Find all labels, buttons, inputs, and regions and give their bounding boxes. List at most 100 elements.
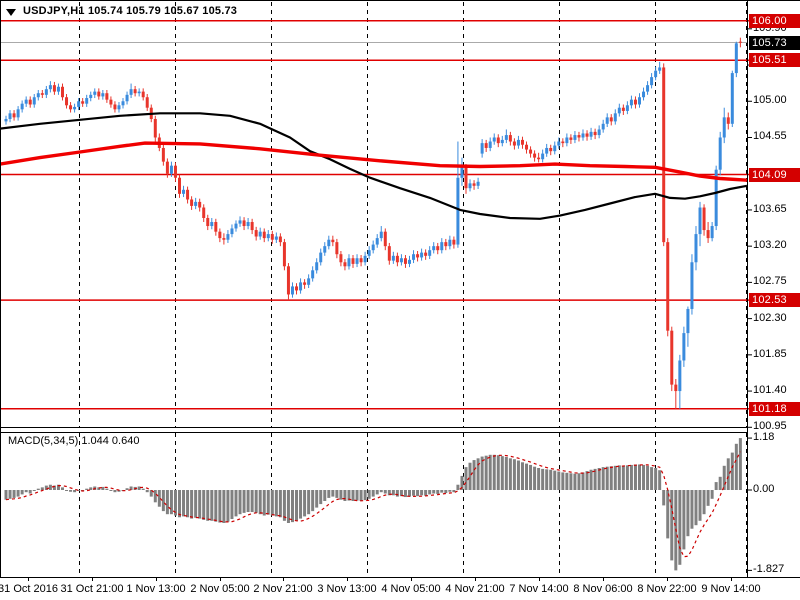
macd-bar: [137, 486, 141, 490]
candle-body: [303, 282, 307, 285]
macd-bar: [690, 490, 694, 529]
macd-bar: [585, 471, 589, 490]
macd-bar: [351, 490, 355, 501]
price-tick-label: 103.65: [753, 202, 787, 215]
macd-bar: [581, 472, 585, 490]
price-tick-label: 104.55: [753, 130, 787, 143]
candle-body: [597, 129, 601, 136]
macd-bar: [525, 463, 529, 490]
candle-body: [428, 250, 432, 256]
macd-bar: [658, 470, 662, 490]
macd-bar: [28, 490, 32, 494]
candle-body: [307, 278, 311, 285]
chart-frame: [0, 0, 800, 578]
candle-body: [262, 231, 266, 239]
candle-body: [456, 177, 460, 245]
macd-bar: [468, 462, 472, 490]
candle-body: [605, 117, 609, 124]
candle-body: [633, 99, 637, 105]
macd-bar: [408, 490, 411, 497]
candle-body: [323, 246, 327, 253]
candle-body: [109, 99, 113, 105]
candle-body: [702, 207, 706, 231]
candle-body: [343, 262, 347, 267]
candle-body: [658, 67, 662, 71]
candle-body: [52, 85, 56, 92]
candle-body: [371, 244, 375, 251]
macd-bar: [460, 475, 464, 490]
time-tick-label: 31 Oct 2016: [0, 583, 58, 595]
candle-body: [351, 258, 355, 264]
macd-bar: [698, 490, 702, 521]
candle-body: [113, 104, 117, 110]
macd-bar: [520, 462, 524, 490]
candle-body: [8, 113, 12, 119]
macd-bar: [609, 466, 613, 490]
candle-body: [242, 220, 246, 227]
macd-bar: [561, 472, 565, 490]
macd-bar: [662, 490, 666, 506]
candle-body: [101, 93, 105, 97]
macd-bar: [186, 490, 190, 518]
macd-bar: [24, 490, 28, 493]
macd-bar: [113, 490, 117, 493]
candle-body: [460, 167, 464, 178]
macd-bar: [230, 490, 234, 520]
candle-body: [121, 101, 125, 106]
macd-bar: [424, 490, 428, 496]
macd-bar: [69, 490, 73, 492]
macd-bar: [488, 454, 492, 490]
macd-bar: [270, 490, 274, 516]
macd-bar: [577, 473, 581, 490]
macd-bar: [56, 484, 60, 490]
candle-body: [520, 139, 524, 145]
macd-bar: [436, 490, 440, 494]
candle-body: [391, 255, 395, 261]
macd-bar: [85, 488, 89, 490]
macd-bar: [125, 488, 129, 490]
macd-bar: [319, 490, 323, 505]
macd-bar: [303, 490, 307, 517]
candle-body: [335, 242, 339, 255]
price-tick-label: 103.20: [753, 239, 787, 252]
macd-bar: [476, 458, 480, 490]
candle-body: [133, 89, 137, 94]
candle-body: [529, 149, 533, 154]
candle-body: [379, 231, 383, 239]
candle-body: [557, 141, 561, 146]
time-tick-label: 1 Nov 13:00: [126, 583, 186, 595]
macd-bar: [452, 490, 456, 493]
candle-body: [295, 286, 299, 291]
candle-body: [56, 86, 60, 92]
candle-body: [178, 177, 182, 194]
macd-tick-label: 0.00: [753, 483, 775, 495]
macd-bar: [492, 454, 496, 490]
price-tick-label: 101.40: [753, 384, 787, 397]
macd-bar: [726, 458, 730, 490]
macd-bar: [258, 490, 262, 515]
macd-bar: [153, 490, 157, 503]
chart-menu-icon[interactable]: [6, 8, 16, 16]
candle-body: [654, 70, 658, 78]
macd-bar: [694, 490, 698, 526]
macd-bar: [625, 465, 629, 490]
candle-body: [194, 201, 198, 206]
macd-bar: [529, 464, 533, 490]
macd-bar: [343, 490, 347, 501]
macd-bar: [646, 465, 650, 490]
candle-body: [561, 141, 565, 144]
macd-bar: [537, 468, 541, 490]
macd-bar: [105, 488, 109, 490]
candle-body: [258, 231, 262, 237]
candle-body: [577, 135, 581, 138]
candle-body: [408, 259, 411, 264]
candle-body: [367, 250, 371, 256]
macd-bar: [387, 490, 391, 496]
candle-body: [73, 106, 77, 110]
macd-bar: [605, 466, 609, 490]
macd-bar: [363, 490, 367, 501]
candle-body: [730, 73, 734, 124]
time-tick-label: 8 Nov 06:00: [573, 583, 633, 595]
macd-bar: [654, 468, 658, 490]
